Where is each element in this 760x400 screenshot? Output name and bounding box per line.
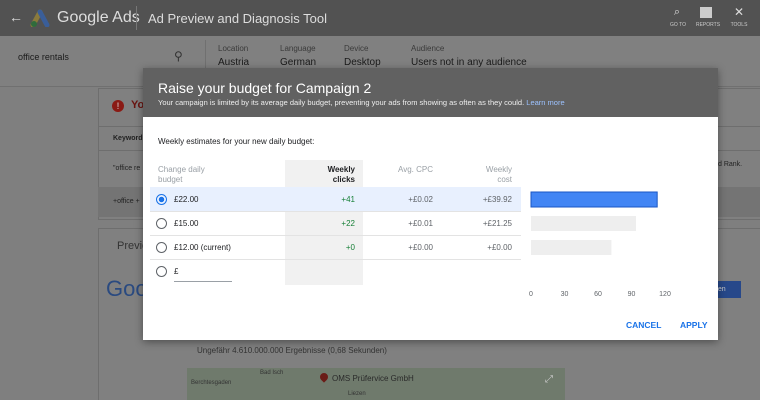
bar: [531, 216, 636, 231]
dialog-subtitle: Your campaign is limited by its average …: [158, 98, 565, 107]
map[interactable]: [187, 368, 565, 400]
cancel-button[interactable]: CANCEL: [626, 320, 662, 330]
results-count: Ungefähr 4.610.000.000 Ergebnisse (0,68 …: [197, 346, 387, 355]
dialog-title: Raise your budget for Campaign 2: [158, 80, 372, 96]
column-header: Weekly clicks: [327, 165, 355, 184]
column-header: Avg. CPC: [398, 165, 433, 174]
icon-label: REPORTS: [695, 22, 721, 28]
filter-value[interactable]: Austria: [218, 57, 250, 68]
google-logo: Goo: [106, 276, 148, 301]
cpc-change: +£0.00: [408, 243, 433, 252]
x-tick-label: 120: [659, 291, 671, 298]
keyword: "office re: [113, 165, 141, 172]
preview-title: Previe: [117, 240, 149, 252]
budget-option: £22.00: [174, 195, 199, 204]
search-query[interactable]: office rentals: [18, 52, 69, 62]
alert-text: Yo: [131, 99, 145, 111]
column-header: Weekly cost: [485, 165, 512, 184]
brand: Google Ads: [57, 9, 140, 26]
budget-option: £15.00: [174, 219, 199, 228]
divider: [205, 40, 206, 82]
icon[interactable]: [700, 7, 712, 18]
cost-change: +£0.00: [487, 243, 512, 252]
x-tick-label: 30: [561, 291, 569, 298]
custom-prefix: £: [174, 267, 179, 276]
map-label: Liezen: [348, 391, 366, 397]
column-header: Keyword: [113, 135, 143, 142]
alert-icon: !: [112, 100, 124, 112]
apply-button[interactable]: APPLY: [680, 320, 708, 330]
map-label: OMS Prüfervice GmbH: [332, 374, 414, 383]
filter-value[interactable]: Desktop: [344, 57, 381, 68]
column-highlight: [285, 160, 363, 285]
back-arrow[interactable]: ←: [9, 9, 23, 25]
x-tick-label: 0: [529, 291, 533, 298]
row-line: [150, 235, 521, 236]
top-bar: [0, 0, 760, 36]
column-header: Change daily budget: [158, 165, 205, 184]
x-tick-label: 60: [594, 291, 602, 298]
radio[interactable]: [156, 266, 167, 277]
row-line: [150, 259, 521, 260]
filter-label: Audience: [411, 44, 445, 53]
bar: [530, 191, 658, 208]
icon-label: TOOLS: [730, 22, 748, 28]
subtitle-text: Your campaign is limited by its average …: [158, 98, 525, 107]
logo: [30, 9, 50, 27]
map-label: Berchtesgaden: [191, 380, 232, 386]
filter-label: Language: [280, 44, 316, 53]
expand-icon[interactable]: ⤢: [545, 374, 553, 385]
search-icon[interactable]: ⚲: [174, 49, 183, 63]
section-label: Weekly estimates for your new daily budg…: [158, 137, 315, 146]
text: d Rank.: [718, 161, 743, 168]
cpc-change: +£0.01: [408, 219, 433, 228]
filter-value[interactable]: German: [280, 57, 317, 68]
divider: [136, 6, 137, 30]
learn-more-link[interactable]: Learn more: [526, 98, 565, 107]
cost-change: +£39.92: [482, 195, 512, 204]
clicks-change: +22: [341, 219, 355, 228]
radio[interactable]: [156, 218, 167, 229]
radio[interactable]: [156, 242, 167, 253]
filter-label: Device: [344, 44, 369, 53]
icon-label: GO TO: [670, 22, 686, 28]
icon[interactable]: ⌕: [673, 6, 681, 18]
clicks-change: +41: [341, 195, 355, 204]
budget-option: £12.00 (current): [174, 243, 231, 252]
search-button[interactable]: den: [714, 281, 741, 298]
row-line: [150, 211, 521, 212]
cpc-change: +£0.02: [408, 195, 433, 204]
custom-input[interactable]: [174, 281, 232, 282]
icon[interactable]: ✕: [733, 5, 745, 19]
bar: [531, 240, 612, 255]
dialog-header: [143, 68, 718, 117]
map-label: Bad Isch: [260, 370, 284, 376]
clicks-change: +0: [345, 243, 355, 252]
filter-label: Location: [218, 44, 249, 53]
budget-chart: 0 30 60 90 120: [529, 191, 671, 298]
selected-row: [150, 187, 521, 211]
keyword: +office +: [113, 198, 140, 205]
x-tick-label: 90: [628, 291, 636, 298]
radio[interactable]: [156, 194, 167, 205]
filter-value[interactable]: Users not in any audience: [411, 57, 527, 68]
tool-title: Ad Preview and Diagnosis Tool: [148, 11, 327, 26]
cost-change: +£21.25: [482, 219, 512, 228]
